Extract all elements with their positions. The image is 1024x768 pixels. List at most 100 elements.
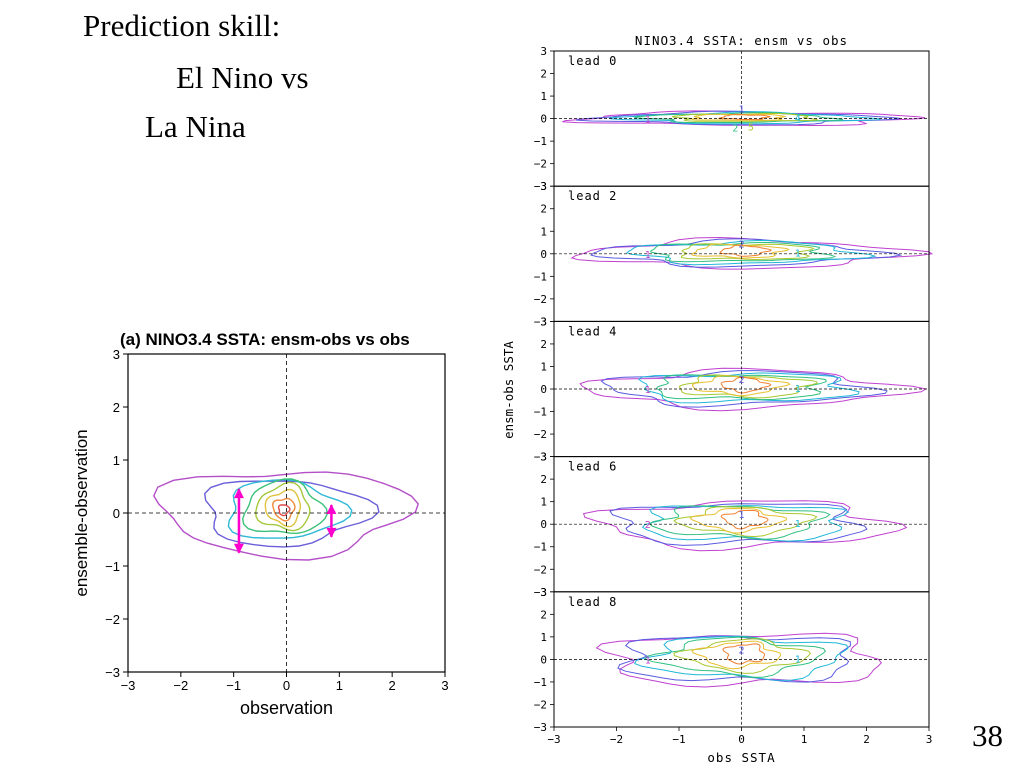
contour-value-label: 4 (795, 113, 801, 124)
left-plot: (a) NINO3.4 SSTA: ensm-obs vs obs −3 −2 −1 0… (72, 330, 449, 718)
arrow-head-down (326, 527, 337, 538)
y-tick-label: −1 (534, 270, 547, 283)
panel: lead 8 1 2 1 −3 −2 −1 0 1 2 3 (534, 586, 930, 734)
contour-line (570, 236, 934, 270)
contour-value-label: 2 (738, 240, 744, 251)
contour-value-label: 2 (732, 124, 738, 135)
panel: lead 2 1 2 1 −3 −2 −1 0 1 2 3 (534, 180, 934, 328)
y-tick-label: −3 (105, 665, 120, 680)
contour-line (671, 112, 820, 122)
contour-line (648, 505, 831, 540)
y-tick-label: −2 (534, 158, 547, 171)
panel-label: lead 4 (568, 324, 617, 338)
page-number: 38 (972, 718, 1003, 753)
contour-value-label: 1 (795, 519, 801, 530)
contour-value-label: 2 (738, 375, 744, 386)
contour-value-label: 1 (645, 385, 651, 396)
x-tick-label: −1 (672, 733, 685, 746)
y-tick-label: 2 (113, 400, 120, 415)
y-tick-label: 0 (113, 506, 120, 521)
y-tick-label: 1 (113, 453, 120, 468)
x-tick-label: −2 (610, 733, 623, 746)
panel: lead 6 2 1 1 −3 −2 −1 0 1 2 3 (534, 451, 930, 599)
slide-title: Prediction skill: (83, 8, 281, 43)
contour-line (255, 481, 311, 532)
x-tick-label: 2 (863, 733, 870, 746)
y-tick-label: 3 (113, 347, 120, 362)
y-tick-label: −2 (534, 563, 547, 576)
contour-line (271, 497, 296, 522)
contour-line (691, 375, 791, 397)
arrow-head-up (233, 488, 244, 499)
contour-line (656, 374, 827, 401)
contour-value-label: 1 (795, 384, 801, 395)
y-tick-label: 1 (540, 496, 547, 509)
contour-line (689, 507, 788, 534)
y-tick-label: −3 (534, 315, 547, 328)
contour-line (717, 113, 772, 121)
x-tick-label: 1 (336, 678, 343, 693)
contour-line (227, 478, 353, 539)
contour-line (680, 243, 815, 261)
y-tick-label: −2 (105, 612, 120, 627)
contour-line (691, 640, 782, 670)
x-tick-label: 0 (283, 678, 290, 693)
y-tick-label: −1 (534, 406, 547, 419)
x-tick-label: 2 (389, 678, 396, 693)
contour-line (579, 367, 928, 412)
y-tick-label: 2 (540, 338, 547, 351)
contour-value-label: 5 (748, 122, 754, 133)
y-tick-label: 1 (540, 90, 547, 103)
y-axis-label: ensm-obs SSTA (501, 341, 516, 439)
arrow-head-up (326, 504, 337, 515)
contour-line (719, 244, 772, 257)
y-tick-label: 2 (540, 203, 547, 216)
contour-value-label: 1 (738, 510, 744, 521)
contour-value-label: 1 (645, 655, 651, 666)
y-tick-label: 1 (540, 631, 547, 644)
y-tick-label: 0 (540, 113, 547, 126)
y-tick-label: 0 (540, 383, 547, 396)
x-axis-label: obs SSTA (707, 750, 775, 765)
y-tick-label: −2 (534, 698, 547, 711)
y-tick-label: 2 (540, 473, 547, 486)
contour-value-label: 2 (738, 645, 744, 656)
contour-value-label: 1 (795, 249, 801, 260)
contour-value-label: 1 (645, 250, 651, 261)
contour-value-label: 1 (738, 104, 744, 115)
arrow-head-down (233, 543, 244, 554)
y-tick-label: −1 (105, 559, 120, 574)
y-tick-label: −2 (534, 428, 547, 441)
y-tick-label: 1 (540, 225, 547, 238)
contour-line (649, 241, 837, 263)
x-tick-label: 0 (738, 733, 745, 746)
panel-label: lead 2 (568, 189, 617, 203)
y-tick-label: −3 (534, 721, 547, 734)
slide-title-line-2: El Nino vs (176, 60, 309, 95)
contour-line (617, 635, 851, 683)
contour-value-label: 1 (645, 115, 651, 126)
slide-title-line-3: La Nina (145, 109, 246, 144)
right-chart-title: NINO3.4 SSTA: ensm vs obs (635, 33, 848, 48)
x-tick-label: −3 (547, 733, 560, 746)
contour-line (241, 478, 329, 535)
y-tick-label: 0 (540, 653, 547, 666)
y-tick-label: 3 (540, 586, 547, 599)
x-tick-label: −2 (173, 678, 188, 693)
contour-line (595, 632, 882, 688)
x-tick-label: 1 (801, 733, 808, 746)
x-tick-label: −1 (226, 678, 241, 693)
contour-line (645, 636, 827, 678)
y-tick-label: 3 (540, 45, 547, 58)
contour-line (691, 243, 790, 259)
left-chart-title: (a) NINO3.4 SSTA: ensm-obs vs obs (120, 330, 410, 349)
y-tick-label: −1 (534, 135, 547, 148)
y-tick-label: 3 (540, 315, 547, 328)
y-tick-label: −3 (534, 451, 547, 464)
contour-line (638, 372, 860, 404)
panel-label: lead 8 (568, 595, 617, 609)
contour-value-label: 2 (645, 520, 651, 531)
